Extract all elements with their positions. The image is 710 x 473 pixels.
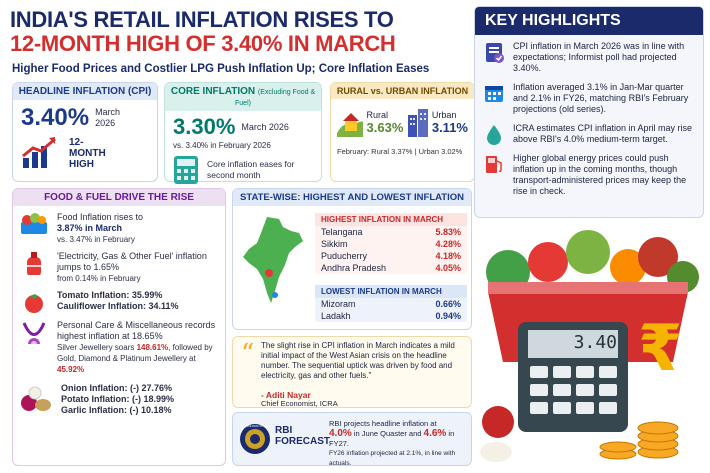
state-heading: STATE-WISE: HIGHEST AND LOWEST INFLATION <box>233 189 471 206</box>
quote-card: “ The slight rise in CPI inflation in Ma… <box>232 336 472 408</box>
rbi-card: RESERVE BANK OF INDIA RBI FORECAST RBI p… <box>232 412 472 467</box>
state-row: Mizoram 0.66% <box>321 299 461 309</box>
rural-urban-feb: February: Rural 3.37% | Urban 3.02% <box>337 147 463 156</box>
fuel-inflation-item: 'Electricity, Gas & Other Fuel' inflatio… <box>19 251 219 284</box>
drop-icon <box>487 125 501 145</box>
necklace-icon <box>22 322 46 344</box>
highlights-heading: KEY HIGHLIGHTS <box>475 7 703 35</box>
headline-period: March 2026 <box>95 107 121 128</box>
rbi-seal-text: RESERVE BANK OF INDIA <box>240 425 270 428</box>
urban-buildings-icon <box>408 109 428 137</box>
core-compare: vs. 3.40% in February 2026 <box>173 141 271 150</box>
subtitle: Higher Food Prices and Costlier LPG Push… <box>12 63 430 75</box>
key-highlights: KEY HIGHLIGHTS CPI inflation in March 20… <box>474 6 704 218</box>
core-label-note: (Excluding Food & Fuel) <box>235 89 316 107</box>
headline-tag: 12-MONTH HIGH <box>69 136 106 170</box>
highlight-item: CPI inflation in March 2026 was in line … <box>475 35 703 76</box>
state-row: Puducherry 4.18% <box>321 251 461 261</box>
state-row: Ladakh 0.94% <box>321 311 461 321</box>
clipboard-check-icon <box>486 43 504 63</box>
core-card: CORE INFLATION (Excluding Food & Fuel) 3… <box>164 82 322 184</box>
fuel-pump-icon <box>486 156 502 173</box>
quote-mark-icon: “ <box>241 339 255 369</box>
food-inflation-item: Food Inflation rises to 3.87% in March v… <box>19 212 219 245</box>
rural-urban-label: RURAL vs. URBAN INFLATION <box>331 83 474 99</box>
core-label: CORE INFLATION <box>170 86 256 97</box>
core-note: Core inflation eases for second month <box>207 159 295 180</box>
rbi-label: RBI <box>275 425 293 436</box>
tomato-item: Tomato Inflation: 35.99% Cauliflower Inf… <box>19 290 219 314</box>
highest-heading: HIGHEST INFLATION IN MARCH <box>315 213 467 226</box>
rbi-forecast-label: FORECAST <box>275 436 330 447</box>
core-period: March 2026 <box>241 121 289 132</box>
calculator-icon <box>174 156 198 184</box>
state-row: Sikkim 4.28% <box>321 239 461 249</box>
quote-author: - Aditi Nayar <box>261 390 311 400</box>
headline-value: 3.40% <box>21 104 90 131</box>
rural-label: Rural <box>366 109 389 120</box>
grocery-illustration <box>478 222 704 468</box>
headline-label: HEADLINE INFLATION (CPI) <box>13 83 157 100</box>
rural-urban-card: RURAL vs. URBAN INFLATION Rural 3.63% Ur… <box>330 82 475 182</box>
personal-care-item: Personal Care & Miscellaneous records hi… <box>19 320 219 375</box>
state-wise-card: STATE-WISE: HIGHEST AND LOWEST INFLATION… <box>232 188 472 330</box>
quote-role: Chief Economist, ICRA <box>261 399 338 408</box>
rupee-icon: ₹ <box>638 312 683 386</box>
headline-card: HEADLINE INFLATION (CPI) 3.40% March 202… <box>12 82 158 182</box>
calendar-icon <box>485 86 503 102</box>
tomato-icon <box>25 294 43 313</box>
food-fuel-heading: FOOD & FUEL DRIVE THE RISE <box>13 189 225 206</box>
urban-value: 3.11% <box>431 119 468 135</box>
highlight-item: Higher global energy prices could push i… <box>475 147 703 199</box>
lowest-heading: LOWEST INFLATION IN MARCH <box>315 285 467 298</box>
rural-value: 3.63% <box>366 119 404 135</box>
onion-potato-item: Onion Inflation: (-) 27.76% Potato Infla… <box>19 383 219 417</box>
quote-text: The slight rise in CPI inflation in Marc… <box>261 341 455 380</box>
calculator-display: 3.40 <box>573 332 617 353</box>
urban-label: Urban <box>431 109 457 120</box>
rural-house-icon <box>337 113 363 137</box>
india-map-icon <box>243 217 303 303</box>
rising-chart-icon <box>22 137 56 168</box>
page-title: INDIA'S RETAIL INFLATION RISES TO 12-MON… <box>10 7 396 56</box>
onion-potato-icon <box>21 386 51 411</box>
rbi-seal-icon: RESERVE BANK OF INDIA <box>240 424 270 454</box>
highlight-item: ICRA estimates CPI inflation in April ma… <box>475 117 703 147</box>
core-value: 3.30% <box>173 114 236 139</box>
highlight-item: Inflation averaged 3.1% in Jan-Mar quart… <box>475 76 703 117</box>
food-fuel-card: FOOD & FUEL DRIVE THE RISE Food Inflatio… <box>12 188 226 466</box>
gas-cylinder-icon <box>27 252 41 275</box>
state-row: Andhra Pradesh 4.05% <box>321 263 461 273</box>
state-row: Telangana 5.83% <box>321 227 461 237</box>
illustration: 3.40 ₹ <box>478 222 704 468</box>
vegetable-basket-icon <box>21 213 47 234</box>
